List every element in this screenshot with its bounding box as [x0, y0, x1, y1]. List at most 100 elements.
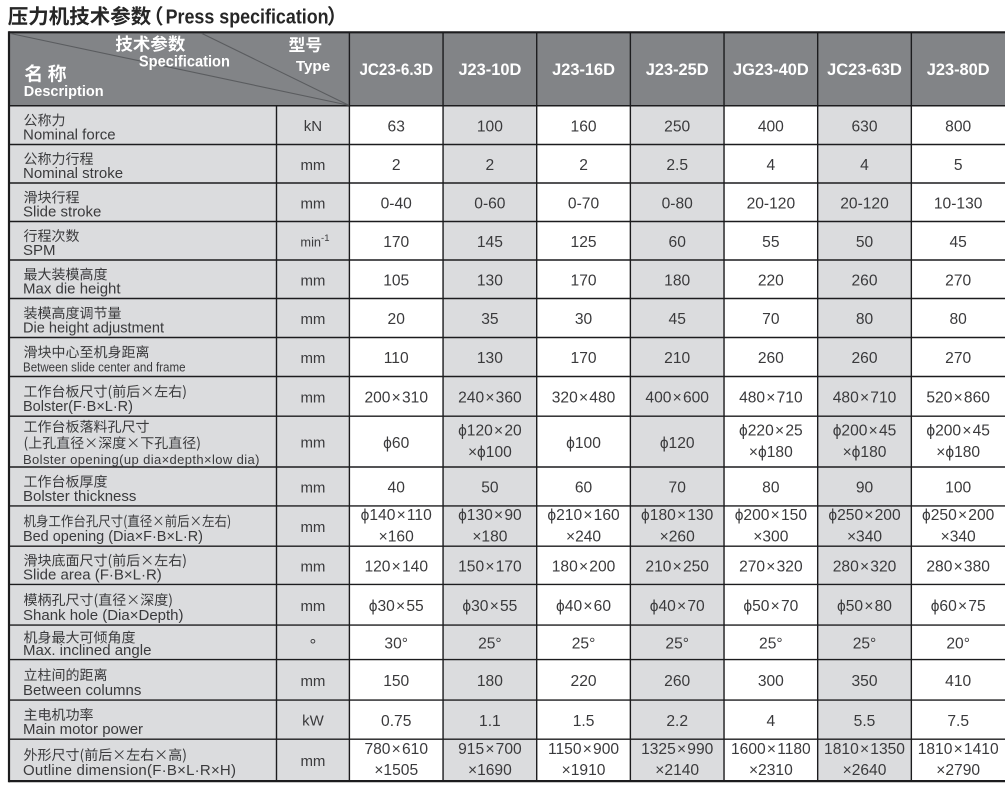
svg-text:×240: ×240 [566, 528, 601, 545]
svg-text:ϕ200×45: ϕ200×45 [833, 423, 897, 440]
svg-text:130: 130 [477, 350, 503, 367]
svg-text:0-80: 0-80 [662, 195, 694, 212]
svg-text:ϕ250×200: ϕ250×200 [922, 507, 995, 524]
svg-text:105: 105 [383, 272, 409, 289]
svg-text:410: 410 [945, 673, 971, 690]
svg-text:20: 20 [388, 311, 406, 328]
svg-text:mm: mm [300, 350, 325, 367]
svg-text:Press specification: Press specification [166, 6, 329, 29]
svg-text:ϕ120: ϕ120 [660, 435, 695, 452]
svg-text:25°: 25° [759, 636, 783, 653]
svg-text:J23-25D: J23-25D [646, 61, 709, 79]
svg-text:mm: mm [300, 195, 325, 212]
svg-text:Between columns: Between columns [23, 682, 141, 699]
svg-text:25°: 25° [853, 636, 877, 653]
svg-text:×2790: ×2790 [936, 762, 980, 779]
svg-text:100: 100 [477, 118, 503, 135]
svg-text:ϕ210×160: ϕ210×160 [547, 507, 620, 524]
svg-text:20°: 20° [946, 636, 970, 653]
svg-text:240×360: 240×360 [458, 390, 522, 407]
svg-text:Nominal force: Nominal force [23, 127, 116, 144]
svg-text:320×480: 320×480 [552, 390, 616, 407]
svg-text:280×380: 280×380 [926, 559, 990, 576]
svg-text:J23-16D: J23-16D [552, 61, 615, 79]
svg-text:Die height adjustment: Die height adjustment [23, 320, 165, 337]
svg-text:150: 150 [383, 673, 409, 690]
svg-text:260: 260 [851, 272, 877, 289]
svg-text:Slide stroke: Slide stroke [23, 204, 101, 221]
svg-text:°: ° [310, 635, 317, 654]
svg-text:kW: kW [302, 713, 325, 730]
svg-text:mm: mm [300, 519, 325, 536]
svg-text:10-130: 10-130 [934, 195, 983, 212]
svg-text:Outline dimension(F·B×L·R×H): Outline dimension(F·B×L·R×H) [23, 762, 236, 779]
svg-text:45: 45 [949, 234, 967, 251]
svg-text:ϕ140×110: ϕ140×110 [361, 507, 432, 524]
svg-text:×1910: ×1910 [562, 762, 606, 779]
svg-text:Nominal stroke: Nominal stroke [23, 165, 123, 182]
svg-text:ϕ30×55: ϕ30×55 [462, 598, 517, 615]
svg-text:270: 270 [945, 350, 971, 367]
svg-text:63: 63 [388, 118, 405, 135]
svg-text:0.75: 0.75 [381, 713, 412, 730]
svg-text:mm: mm [300, 435, 325, 452]
svg-text:210: 210 [664, 350, 690, 367]
svg-text:mm: mm [300, 389, 325, 406]
svg-text:2.2: 2.2 [666, 713, 688, 730]
svg-text:2: 2 [486, 157, 495, 174]
svg-text:2: 2 [392, 157, 401, 174]
svg-text:ϕ200×45: ϕ200×45 [926, 423, 990, 440]
svg-text:0-70: 0-70 [568, 195, 600, 212]
svg-text:1810×1410: 1810×1410 [918, 741, 999, 758]
svg-text:Bolster(F·B×L·R): Bolster(F·B×L·R) [23, 398, 133, 415]
svg-text:ϕ120×20: ϕ120×20 [458, 423, 522, 440]
svg-text:2: 2 [579, 157, 588, 174]
svg-text:180: 180 [477, 673, 503, 690]
svg-text:Specification: Specification [139, 53, 230, 70]
svg-text:JG23-40D: JG23-40D [733, 61, 809, 79]
svg-text:60: 60 [669, 234, 687, 251]
svg-text:0-60: 0-60 [474, 195, 506, 212]
svg-text:25°: 25° [478, 636, 502, 653]
svg-text:25°: 25° [665, 636, 689, 653]
svg-text:mm: mm [300, 272, 325, 289]
svg-text:55: 55 [762, 234, 780, 251]
svg-text:30: 30 [575, 311, 593, 328]
svg-text:350: 350 [851, 673, 877, 690]
svg-text:2.5: 2.5 [666, 157, 688, 174]
svg-text:ϕ50×70: ϕ50×70 [743, 598, 798, 615]
svg-text:480×710: 480×710 [833, 390, 897, 407]
svg-text:×340: ×340 [941, 528, 976, 545]
svg-text:ϕ250×200: ϕ250×200 [828, 507, 901, 524]
svg-text:Bolster thickness: Bolster thickness [23, 488, 136, 505]
svg-text:mm: mm [300, 673, 325, 690]
svg-text:1810×1350: 1810×1350 [824, 741, 905, 758]
svg-text:70: 70 [669, 480, 687, 497]
svg-text:Bed opening (Dia×F·B×L·R): Bed opening (Dia×F·B×L·R) [23, 528, 203, 545]
svg-text:250: 250 [664, 118, 690, 135]
svg-text:ϕ200×150: ϕ200×150 [735, 507, 808, 524]
svg-text:480×710: 480×710 [739, 390, 803, 407]
svg-text:ϕ180×130: ϕ180×130 [641, 507, 714, 524]
svg-text:220: 220 [758, 272, 784, 289]
svg-text:1.1: 1.1 [479, 713, 501, 730]
svg-text:20-120: 20-120 [747, 195, 796, 212]
svg-text:×2640: ×2640 [843, 762, 887, 779]
svg-text:780×610: 780×610 [364, 741, 428, 758]
svg-text:×ϕ100: ×ϕ100 [468, 444, 512, 461]
svg-text:0-40: 0-40 [381, 195, 413, 212]
svg-text:35: 35 [481, 311, 499, 328]
svg-text:mm: mm [300, 558, 325, 575]
svg-text:mm: mm [300, 753, 325, 770]
svg-text:Main motor power: Main motor power [23, 721, 143, 738]
svg-text:520×860: 520×860 [926, 390, 990, 407]
svg-text:×ϕ180: ×ϕ180 [749, 444, 793, 461]
svg-text:×160: ×160 [379, 528, 414, 545]
svg-text:×ϕ180: ×ϕ180 [843, 444, 887, 461]
svg-text:×300: ×300 [753, 528, 788, 545]
svg-text:ϕ60: ϕ60 [383, 435, 409, 452]
svg-text:Max. inclined angle: Max. inclined angle [23, 642, 151, 659]
svg-text:Slide area (F·B×L·R): Slide area (F·B×L·R) [23, 567, 162, 584]
svg-text:×1505: ×1505 [374, 762, 418, 779]
svg-text:40: 40 [388, 480, 406, 497]
